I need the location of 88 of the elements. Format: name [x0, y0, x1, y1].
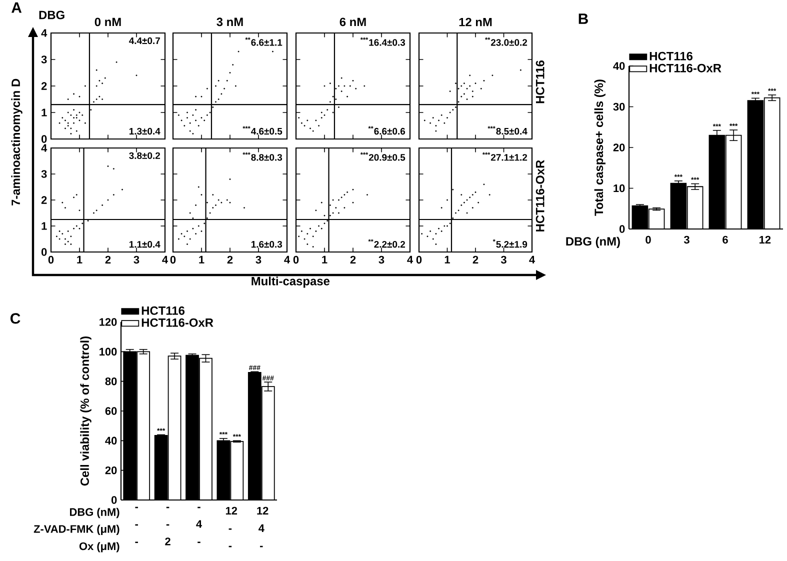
annotation: $^{***}$8.5±0.4	[488, 126, 528, 135]
y-axis-title: Cell viability (% of control)	[80, 336, 92, 486]
legend-label: HCT116	[650, 52, 693, 60]
x-tick-label: 0	[646, 236, 651, 244]
y-tick-label: 80	[105, 377, 117, 386]
y-axis-title: Total caspase+ cells (%)	[594, 80, 606, 216]
text: Z-VAD-FMK (μM)	[34, 524, 120, 536]
y-tick-label: 120	[100, 318, 117, 326]
y-tick-label: 2	[41, 82, 47, 90]
y-tick-label: 3	[41, 56, 47, 64]
y-tick-label: 4	[41, 144, 48, 152]
annotation: $^{***}$4.6±0.5	[242, 126, 282, 135]
annotation: $^{***}$20.9±0.5	[360, 152, 406, 161]
annotation: $^{**}$6.6±0.6	[368, 126, 406, 135]
x-tick-label: 2	[350, 256, 356, 264]
x-tick-label: 3	[684, 236, 690, 244]
x-axis-title: Multi-caspase	[252, 276, 330, 288]
x-tick-label: 0	[170, 256, 176, 264]
x-tick-label: 4	[284, 256, 290, 264]
legend-label: HCT116-OxR	[142, 318, 214, 327]
x-tick-label: 4	[407, 256, 413, 264]
y-tick-label: 30	[613, 102, 625, 111]
annotation: 1.1±0.4	[129, 240, 160, 248]
annotation: 4.4±0.7	[129, 37, 160, 44]
text: DBG (nM)	[70, 508, 120, 518]
annotation: $^{**}$2.2±0.2	[368, 239, 406, 248]
x-tick-label: 0	[48, 256, 54, 264]
x-tick-label: 2	[227, 256, 233, 264]
annotation: $^{**}$6.6±1.1	[245, 37, 282, 46]
legend-label: HCT116-OxR	[650, 64, 722, 72]
legend-label: HCT116	[142, 306, 185, 315]
text: C	[10, 313, 20, 324]
x-tick-label: 12	[760, 236, 771, 244]
x-tick-label: 4	[162, 256, 168, 264]
x-axis-title: DBG (nM)	[566, 236, 620, 248]
x-tick-label: 1	[444, 256, 450, 264]
chart-title: 12 nM	[459, 18, 492, 26]
y-tick-label: 0	[41, 135, 47, 143]
y-tick-label: 1	[42, 222, 47, 230]
x-tick-label: 1	[199, 256, 204, 264]
x-tick-label: 4	[529, 256, 535, 264]
annotation: $^{***}$8.8±0.3	[242, 152, 282, 161]
x-tick-label: 0	[293, 256, 299, 264]
chart-title: 0 nM	[94, 18, 121, 26]
y-tick-label: 60	[105, 407, 117, 415]
y-tick-label: 20	[613, 144, 625, 152]
x-tick-label: 3	[134, 256, 140, 264]
category-label: - 4 -	[196, 506, 202, 544]
x-tick-label: 2	[472, 256, 478, 264]
annotation: 3.8±0.2	[129, 152, 160, 160]
annotation: 1.6±0.3	[251, 240, 282, 248]
text: Ox (μM)	[79, 542, 120, 552]
text: A	[12, 2, 22, 13]
y-tick-label: 0	[41, 248, 47, 256]
y-tick-label: 10	[614, 184, 625, 192]
category-label: - - -	[135, 506, 138, 544]
annotation: $^{***}$16.4±0.3	[360, 37, 406, 46]
y-tick-label: 0	[111, 496, 117, 504]
annotation: $^{***}$27.1±1.2	[482, 152, 528, 161]
x-tick-label: 3	[500, 256, 506, 264]
y-tick-label: 2	[41, 196, 47, 204]
y-tick-label: 20	[105, 466, 117, 474]
chart-title: 3 nM	[216, 18, 243, 26]
y-tick-label: 3	[41, 170, 47, 178]
y-tick-label: 40	[613, 62, 625, 70]
y-tick-label: 100	[100, 348, 117, 356]
y-tick-label: 4	[41, 29, 48, 37]
category-label: 12 4 -	[257, 506, 268, 548]
text: B	[578, 14, 588, 24]
x-tick-label: 6	[722, 236, 728, 244]
y2-axis-title: HCT116-OxR	[536, 160, 544, 232]
x-tick-label: 0	[416, 256, 422, 264]
chart-title: 6 nM	[340, 18, 366, 26]
x-tick-label: 3	[378, 256, 384, 264]
y-tick-label: 1	[42, 108, 47, 116]
x-tick-label: 1	[322, 256, 328, 264]
x-tick-label: 1	[77, 256, 82, 264]
y-axis-title: 7-aminoactinomycin D	[11, 78, 22, 206]
y2-axis-title: HCT116	[536, 60, 544, 104]
y-tick-label: 0	[620, 225, 625, 233]
annotation: $^{**}$23.0±0.2	[485, 37, 528, 46]
y-tick-label: 40	[105, 436, 117, 445]
category-label: 12 - -	[226, 506, 238, 548]
text: DBG	[39, 10, 64, 20]
annotation: 1.3±0.4	[129, 128, 160, 135]
annotation: $^{*}$5.2±1.9	[492, 239, 528, 248]
category-label: - - 2	[165, 506, 170, 546]
x-tick-label: 3	[256, 256, 262, 264]
